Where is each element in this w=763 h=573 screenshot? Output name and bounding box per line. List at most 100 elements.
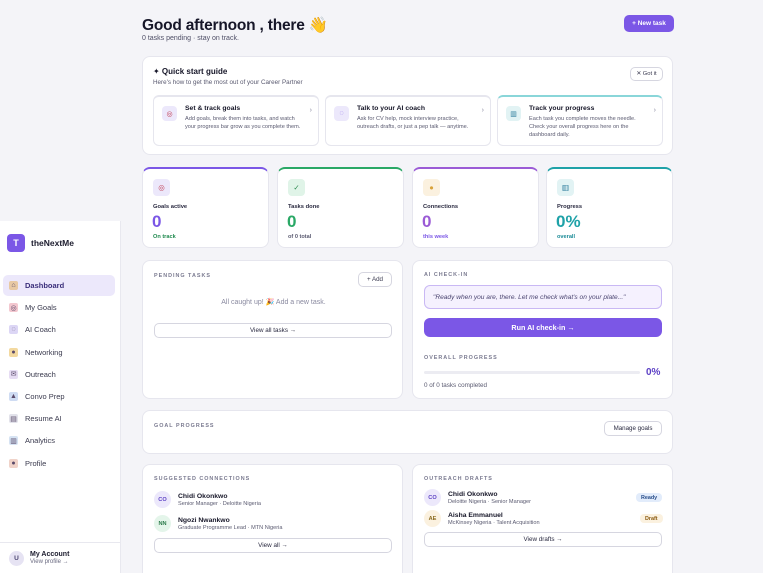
connection-item[interactable]: NN Ngozi Nwankwo Graduate Programme Lead ·… xyxy=(154,515,282,532)
sidebar-item-label: Resume AI xyxy=(25,414,62,424)
chevron-right-icon: › xyxy=(309,107,312,114)
add-task-button[interactable]: + Add xyxy=(358,272,392,287)
mic-icon: ▲ xyxy=(9,391,18,401)
outreach-drafts-card: OUTREACH DRAFTS CO Chidi Okonkwo Deloitte … xyxy=(412,464,673,573)
sidebar-item-dashboard[interactable]: ⌂ Dashboard xyxy=(3,275,115,296)
sidebar-item-label: Outreach xyxy=(25,369,56,379)
connection-name: Ngozi Nwankwo xyxy=(178,516,230,524)
sidebar-item-label: Dashboard xyxy=(25,281,65,290)
quick-start-step[interactable]: ◌ Talk to your AI coach Ask for CV help, m… xyxy=(325,95,491,146)
target-icon: ◎ xyxy=(9,303,18,313)
avatar: U xyxy=(9,550,24,566)
stat-footnote: On track xyxy=(153,234,176,240)
stat-card-tasks-done: ✓ Tasks done 0 of 0 total xyxy=(277,167,404,248)
draft-name: Chidi Okonkwo xyxy=(448,490,498,498)
tasks-completed-text: 0 of 0 tasks completed xyxy=(424,382,488,389)
stat-value: 0 xyxy=(422,212,432,231)
sidebar-item-label: Profile xyxy=(25,458,47,468)
chart-icon: ▥ xyxy=(557,179,574,196)
brand-name: theNextMe xyxy=(31,238,74,248)
sidebar-item-convo-prep[interactable]: ▲ Convo Prep xyxy=(3,386,115,407)
sidebar-item-analytics[interactable]: ▥ Analytics xyxy=(3,430,115,451)
brand[interactable]: T theNextMe xyxy=(7,234,74,252)
view-drafts-button[interactable]: View drafts → xyxy=(424,532,662,547)
suggested-connections-label: SUGGESTED CONNECTIONS xyxy=(154,476,251,482)
target-icon: ◎ xyxy=(153,179,170,196)
avatar: CO xyxy=(154,491,171,508)
connection-name: Chidi Okonkwo xyxy=(178,492,228,500)
new-task-button[interactable]: + New task xyxy=(624,15,674,32)
stat-card-progress: ▥ Progress 0% overall xyxy=(546,167,673,248)
chat-icon: ◌ xyxy=(9,325,18,335)
run-ai-checkin-button[interactable]: Run AI check-in → xyxy=(424,318,662,337)
overall-progress-percent: 0% xyxy=(646,367,661,378)
sidebar-item-label: My Goals xyxy=(25,303,57,313)
manage-goals-button[interactable]: Manage goals xyxy=(604,421,662,436)
stat-footnote: this week xyxy=(423,234,449,240)
stat-value: 0 xyxy=(152,212,162,231)
chevron-right-icon: › xyxy=(653,107,656,114)
step-title: Talk to your AI coach xyxy=(357,105,425,112)
account-menu[interactable]: U My Account View profile → xyxy=(0,542,121,573)
chevron-right-icon: › xyxy=(481,107,484,114)
pending-tasks-label: PENDING TASKS xyxy=(154,273,211,279)
step-description: Ask for CV help, mock interview practice… xyxy=(357,116,469,131)
chart-icon: ▥ xyxy=(506,106,521,121)
view-profile-link[interactable]: View profile → xyxy=(30,559,69,565)
document-icon: ▤ xyxy=(9,414,18,424)
outreach-drafts-label: OUTREACH DRAFTS xyxy=(424,476,493,482)
status-badge: Draft xyxy=(640,514,663,523)
sidebar-item-outreach[interactable]: ✉ Outreach xyxy=(3,364,115,385)
ai-checkin-card: AI CHECK-IN "Ready when you are, there. … xyxy=(412,260,673,399)
sidebar-nav: ⌂ Dashboard ◎ My Goals ◌ AI Coach ● Networking ✉… xyxy=(3,275,115,475)
draft-org: Deloitte Nigeria · Senior Manager xyxy=(448,498,532,505)
connection-role: Senior Manager · Deloitte Nigeria xyxy=(178,500,262,507)
sidebar-item-label: Analytics xyxy=(25,436,56,446)
stat-footnote: of 0 total xyxy=(288,234,312,240)
stat-label: Tasks done xyxy=(288,204,320,210)
quick-start-title: ✦ Quick start guide xyxy=(153,67,228,76)
account-name: My Account xyxy=(30,551,70,558)
step-description: Add goals, break them into tasks, and wa… xyxy=(185,116,301,131)
step-description: Each task you complete moves the needle.… xyxy=(529,116,636,139)
sidebar-item-my-goals[interactable]: ◎ My Goals xyxy=(3,297,115,318)
stat-label: Connections xyxy=(423,204,459,210)
sidebar-item-profile[interactable]: ● Profile xyxy=(3,453,115,474)
step-title: Track your progress xyxy=(529,105,595,112)
checkin-quote: "Ready when you are, there. Let me check… xyxy=(424,285,662,309)
chart-icon: ▥ xyxy=(9,436,18,446)
connection-item[interactable]: CO Chidi Okonkwo Senior Manager · Deloitte… xyxy=(154,491,261,508)
user-icon: ● xyxy=(9,458,18,468)
sidebar-item-networking[interactable]: ● Networking xyxy=(3,342,115,363)
step-title: Set & track goals xyxy=(185,105,241,112)
status-badge: Ready xyxy=(636,493,663,502)
sidebar-item-ai-coach[interactable]: ◌ AI Coach xyxy=(3,319,115,340)
view-all-tasks-button[interactable]: View all tasks → xyxy=(154,323,392,338)
sidebar-item-resume-ai[interactable]: ▤ Resume AI xyxy=(3,408,115,429)
avatar: NN xyxy=(154,515,171,532)
draft-item[interactable]: AE Aisha Emmanuel McKinsey Nigeria · Talen… xyxy=(424,510,540,527)
view-all-connections-button[interactable]: View all → xyxy=(154,538,392,553)
overall-progress-bar xyxy=(424,371,640,374)
suggested-connections-card: SUGGESTED CONNECTIONS CO Chidi Okonkwo Sen… xyxy=(142,464,403,573)
ai-checkin-label: AI CHECK-IN xyxy=(424,272,469,278)
stat-value: 0 xyxy=(287,212,297,231)
stat-footnote: overall xyxy=(557,234,576,240)
chat-icon: ◌ xyxy=(334,106,349,121)
sidebar-item-label: Convo Prep xyxy=(25,391,65,401)
pending-tasks-card: PENDING TASKS + Add All caught up! 🎉 Add… xyxy=(142,260,403,399)
quick-start-step[interactable]: ▥ Track your progress Each task you comple… xyxy=(497,95,663,146)
avatar: AE xyxy=(424,510,441,527)
draft-name: Aisha Emmanuel xyxy=(448,511,503,519)
home-icon: ⌂ xyxy=(9,281,18,290)
handshake-icon: ● xyxy=(423,179,440,196)
stat-value: 0% xyxy=(556,212,581,231)
goal-progress-label: GOAL PROGRESS xyxy=(154,423,215,429)
draft-item[interactable]: CO Chidi Okonkwo Deloitte Nigeria · Senior… xyxy=(424,489,531,506)
avatar: CO xyxy=(424,489,441,506)
handshake-icon: ● xyxy=(9,347,18,357)
empty-state: All caught up! 🎉 Add a new task. xyxy=(221,299,326,306)
quick-start-step[interactable]: ◎ Set & track goals Add goals, break them … xyxy=(153,95,319,146)
got-it-button[interactable]: ✕ Got it xyxy=(630,67,663,81)
brand-logo: T xyxy=(7,234,25,252)
